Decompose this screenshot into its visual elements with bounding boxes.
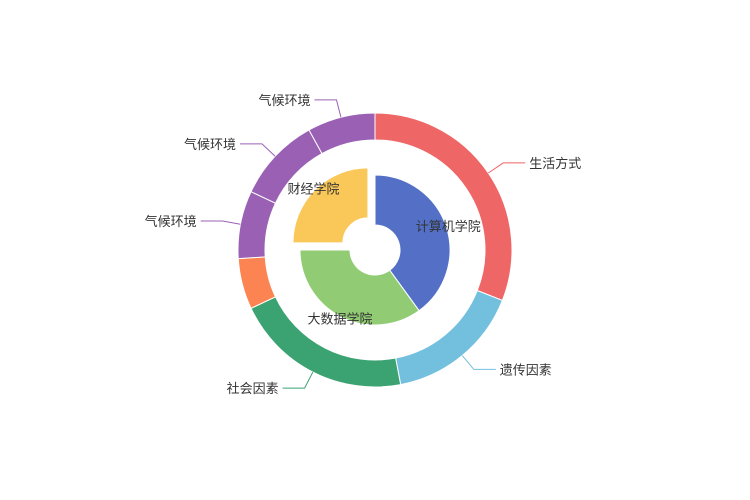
leader-line-4 [200,220,241,225]
inner-slice-1[interactable] [299,249,420,326]
leader-line-1 [461,355,496,370]
leader-line-0 [488,162,526,174]
leader-line-5 [240,143,276,157]
outer-slice-label-2: 社会因素 [227,381,279,397]
outer-slice-label-4: 气候环境 [145,214,197,230]
outer-slice-label-6: 气候环境 [258,93,310,109]
leader-line-6 [314,99,342,118]
outer-slice-4[interactable] [237,191,277,260]
outer-slice-label-1: 遗传因素 [500,363,552,378]
inner-slice-label-0: 计算机学院 [416,219,481,235]
outer-slice-6[interactable] [308,112,376,155]
inner-slice-2[interactable] [292,167,369,244]
inner-slice-label-1: 大数据学院 [307,312,372,328]
inner-slice-label-2: 财经学院 [287,182,339,198]
inner-ring [292,167,451,326]
inner-slice-0[interactable] [374,174,451,312]
leader-lines [200,99,526,389]
leader-line-2 [282,371,314,389]
outer-slice-label-5: 气候环境 [184,137,236,153]
outer-slice-label-0: 生活方式 [529,156,581,172]
outer-ring [237,112,513,388]
